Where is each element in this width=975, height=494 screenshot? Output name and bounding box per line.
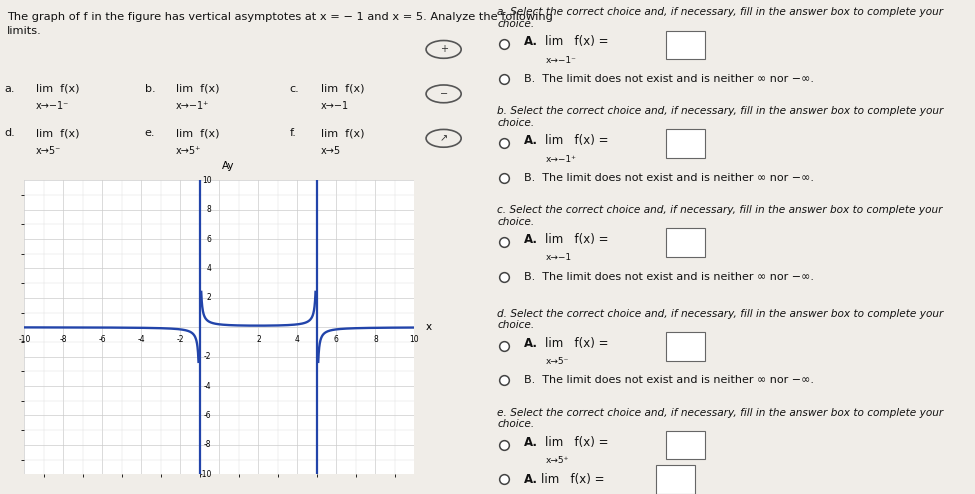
Text: B.  The limit does not exist and is neither ∞ nor −∞.: B. The limit does not exist and is neith…	[524, 74, 814, 84]
Text: -8: -8	[59, 334, 67, 344]
Text: 10: 10	[202, 176, 212, 185]
Text: c.: c.	[290, 84, 299, 94]
Text: 2: 2	[256, 334, 260, 344]
Text: lim  f(x): lim f(x)	[176, 84, 219, 94]
Text: lim  f(x): lim f(x)	[321, 84, 365, 94]
Text: 2: 2	[207, 293, 212, 302]
Text: -6: -6	[98, 334, 106, 344]
Text: A.: A.	[524, 436, 538, 449]
Text: B.  The limit does not exist and is neither ∞ nor −∞.: B. The limit does not exist and is neith…	[524, 173, 814, 183]
Text: 4: 4	[295, 334, 300, 344]
Text: lim   f(x) =: lim f(x) =	[545, 337, 609, 350]
Text: -4: -4	[137, 334, 145, 344]
Text: B.  The limit does not exist and is neither ∞ nor −∞.: B. The limit does not exist and is neith…	[524, 272, 814, 282]
Text: d.: d.	[5, 128, 16, 138]
Text: A.: A.	[524, 337, 538, 350]
Text: x→−1: x→−1	[545, 253, 571, 262]
Text: x→5⁺: x→5⁺	[176, 146, 202, 156]
Text: c. Select the correct choice and, if necessary, fill in the answer box to comple: c. Select the correct choice and, if nec…	[497, 205, 943, 227]
Text: x: x	[426, 322, 432, 332]
Text: -10: -10	[19, 334, 30, 344]
Text: x→−1⁺: x→−1⁺	[545, 155, 576, 164]
Text: lim   f(x) =: lim f(x) =	[545, 36, 609, 48]
Text: 8: 8	[373, 334, 377, 344]
Text: -4: -4	[204, 381, 212, 391]
FancyBboxPatch shape	[666, 129, 705, 158]
Text: lim   f(x) =: lim f(x) =	[540, 473, 604, 486]
Text: Ay: Ay	[222, 162, 235, 171]
Text: 6: 6	[207, 235, 212, 244]
FancyBboxPatch shape	[666, 431, 705, 459]
Text: a.: a.	[5, 84, 16, 94]
Text: e. Select the correct choice and, if necessary, fill in the answer box to comple: e. Select the correct choice and, if nec…	[497, 408, 944, 429]
Text: d. Select the correct choice and, if necessary, fill in the answer box to comple: d. Select the correct choice and, if nec…	[497, 309, 944, 330]
Text: lim  f(x): lim f(x)	[321, 128, 365, 138]
Text: 8: 8	[207, 205, 212, 214]
Text: b. Select the correct choice and, if necessary, fill in the answer box to comple: b. Select the correct choice and, if nec…	[497, 106, 944, 128]
Text: -10: -10	[199, 470, 212, 479]
Text: B.  The limit does not exist and is neither ∞ nor −∞.: B. The limit does not exist and is neith…	[524, 375, 814, 385]
Text: lim   f(x) =: lim f(x) =	[545, 233, 609, 246]
Text: lim  f(x): lim f(x)	[36, 84, 80, 94]
Text: e.: e.	[144, 128, 155, 138]
Text: −: −	[440, 89, 448, 99]
Text: 6: 6	[334, 334, 339, 344]
Text: The graph of f in the figure has vertical asymptotes at x = − 1 and x = 5. Analy: The graph of f in the figure has vertica…	[7, 12, 553, 36]
Text: x→−1⁻: x→−1⁻	[545, 56, 576, 65]
Text: x→5⁻: x→5⁻	[545, 357, 568, 366]
Text: -6: -6	[204, 411, 212, 420]
Text: x→−1: x→−1	[321, 101, 349, 111]
Text: 4: 4	[207, 264, 212, 273]
Text: x→5: x→5	[321, 146, 341, 156]
Text: -2: -2	[176, 334, 184, 344]
Text: lim  f(x): lim f(x)	[36, 128, 80, 138]
Text: A.: A.	[524, 134, 538, 147]
Text: lim   f(x) =: lim f(x) =	[545, 134, 609, 147]
Text: A.: A.	[524, 36, 538, 48]
Text: a. Select the correct choice and, if necessary, fill in the answer box to comple: a. Select the correct choice and, if nec…	[497, 7, 944, 29]
Text: f.: f.	[290, 128, 296, 138]
Text: lim  f(x): lim f(x)	[176, 128, 219, 138]
Text: x→5⁺: x→5⁺	[545, 456, 568, 465]
FancyBboxPatch shape	[666, 31, 705, 59]
Text: -2: -2	[204, 352, 212, 361]
FancyBboxPatch shape	[666, 228, 705, 257]
FancyBboxPatch shape	[656, 465, 695, 494]
Text: b.: b.	[144, 84, 155, 94]
Text: lim   f(x) =: lim f(x) =	[545, 436, 609, 449]
Text: +: +	[440, 44, 448, 54]
FancyBboxPatch shape	[666, 332, 705, 361]
Text: x→5⁻: x→5⁻	[36, 146, 61, 156]
Text: A.: A.	[524, 233, 538, 246]
Text: A.: A.	[524, 473, 538, 486]
Text: -8: -8	[204, 440, 212, 450]
Text: ↗: ↗	[440, 133, 448, 143]
Text: 10: 10	[410, 334, 419, 344]
Text: x→−1⁺: x→−1⁺	[176, 101, 210, 111]
Text: x→−1⁻: x→−1⁻	[36, 101, 69, 111]
